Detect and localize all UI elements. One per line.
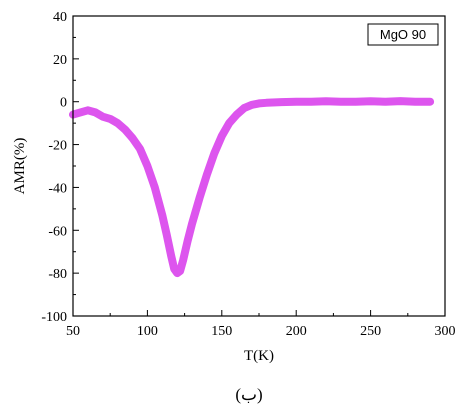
series-point [382, 98, 389, 106]
x-tick-label: 50 [66, 324, 80, 339]
series-point [136, 145, 144, 153]
y-tick-label: -80 [48, 267, 67, 282]
series-point [352, 98, 360, 106]
series-point [158, 211, 166, 219]
series-point [203, 171, 211, 179]
x-tick-label: 200 [286, 324, 307, 339]
legend-label: MgO 90 [380, 27, 426, 42]
series-point [367, 97, 375, 105]
y-tick-label: -20 [48, 139, 67, 154]
series-point [210, 149, 218, 157]
series-point [121, 126, 129, 134]
series-point [255, 99, 263, 107]
series-point [262, 99, 270, 107]
series-point [106, 115, 114, 123]
series-point [292, 98, 300, 106]
series-point [337, 98, 345, 106]
y-tick-label: -60 [48, 224, 67, 239]
x-tick-label: 100 [137, 324, 158, 339]
legend-box [367, 23, 439, 46]
legend: MgO 90 [367, 23, 439, 46]
series-point [176, 267, 184, 275]
y-tick-label: 20 [53, 53, 67, 68]
series-layer [69, 97, 435, 278]
series-point [248, 101, 256, 109]
series-point [396, 97, 404, 105]
series-point [184, 237, 192, 245]
y-tick-label: 40 [53, 10, 67, 25]
series-point [143, 162, 151, 170]
series-point [277, 98, 285, 106]
y-tick-label: -100 [41, 310, 67, 325]
series-point [76, 108, 84, 116]
series-point [322, 97, 330, 105]
series-point [179, 256, 187, 264]
series-point [163, 231, 171, 239]
series-point [411, 98, 419, 106]
series-point [99, 113, 107, 121]
series-point [225, 119, 233, 127]
series-point [196, 194, 203, 202]
series-point [240, 104, 248, 112]
x-axis-label: T(K) [244, 348, 274, 364]
series-point [233, 111, 241, 119]
figure-caption: (ب) [235, 385, 262, 404]
x-tick-label: 150 [211, 324, 232, 339]
plot-frame [72, 15, 446, 317]
series-point [167, 252, 175, 260]
series-point [307, 98, 315, 106]
y-tick-label: 0 [60, 96, 67, 111]
series-point [426, 98, 434, 106]
series-point [188, 220, 196, 228]
series-point [218, 132, 226, 140]
y-axis-label: AMR(%) [12, 138, 28, 195]
x-tick-label: 300 [435, 324, 456, 339]
y-tick-label: -40 [48, 181, 67, 196]
series-point [84, 106, 92, 114]
series-point [114, 119, 122, 127]
series-point [91, 108, 99, 116]
series-point [151, 183, 159, 191]
x-tick-label: 250 [360, 324, 381, 339]
series-point [129, 134, 136, 142]
